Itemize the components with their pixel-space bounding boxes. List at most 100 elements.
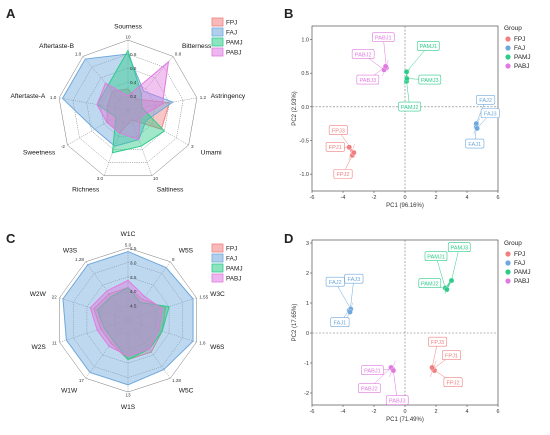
radar-spoke	[59, 97, 129, 111]
point-label: FAJ3	[484, 112, 497, 118]
y-tick-label: 2	[306, 271, 309, 277]
x-tick-label: 0	[403, 195, 406, 201]
x-tick-label: -2	[372, 409, 377, 415]
x-tick-label: 2	[434, 409, 437, 415]
legend-label: FPJ	[226, 20, 237, 27]
y-axis-title: PC2 (17.65%)	[292, 304, 298, 342]
legend-label: FPJ	[514, 251, 525, 258]
x-axis-title: PC1 (71.49%)	[386, 417, 424, 423]
radar-spoke	[85, 319, 129, 379]
x-tick-label: 6	[496, 195, 499, 201]
point-label: PAMJ2	[421, 282, 439, 288]
label-box	[356, 74, 380, 85]
radar-ring-tick: 4.5	[130, 304, 137, 309]
y-tick-label: 0.5	[301, 71, 309, 77]
y-tick-label: 3	[306, 241, 309, 247]
x-tick-label: -2	[372, 195, 377, 201]
radar-grid-ring	[114, 95, 142, 124]
radar-axis-max-label: 1.55	[199, 294, 208, 299]
legend-label: PABJ	[226, 50, 242, 57]
point-label: PAMJ1	[427, 255, 445, 261]
point-label: PABJ1	[364, 369, 381, 375]
point-pamj3	[404, 75, 410, 82]
pca-scatter-aroma: -6 -4 -2 0 2 4 6 -2 -1 0 1 2 3 PC1 (71.49%) PC2 (17.65…	[292, 239, 531, 423]
y-tick-label: -0.5	[300, 138, 309, 144]
radar-axis-label: W3C	[210, 291, 225, 298]
radar-axis-label: W5S	[179, 248, 194, 255]
legend-title: Group	[504, 240, 522, 247]
radar-axis-max-label: 3	[191, 144, 194, 149]
radar-ring-tick: 0.8	[130, 52, 137, 57]
x-tick-label: -6	[310, 195, 315, 201]
radar-axis-label: W1C	[121, 231, 136, 238]
legend-label: FAJ	[514, 260, 525, 267]
y-tick-label: -1	[304, 361, 309, 367]
point-label: FAJ2	[479, 98, 492, 104]
radar-axis-label: W2S	[32, 344, 47, 351]
radar-spoke	[127, 109, 189, 146]
point-fpj3	[429, 364, 435, 371]
legend-dot-fpj	[505, 36, 511, 42]
radar-axis-max-label: 1.28	[172, 378, 181, 383]
radar-ring-tick: 3.5	[130, 275, 137, 280]
legend-swatch-fpj	[211, 243, 224, 253]
point-label: FAJ3	[347, 277, 360, 283]
point-label: PAMJ2	[401, 105, 419, 111]
radar-axis-max-label: 17	[79, 378, 85, 383]
radar-spoke	[59, 319, 129, 343]
point-label: PABJ2	[355, 52, 372, 58]
label-box	[361, 365, 384, 376]
point-label: FPJ1	[329, 145, 342, 151]
legend-dot-pabj	[505, 63, 511, 69]
point-label: PAMJ3	[450, 246, 468, 252]
legend-swatch-fpj	[211, 17, 224, 27]
legend-dot-faj	[505, 45, 511, 51]
label-box	[476, 94, 496, 105]
radar-axis-label: Sweetness	[23, 150, 56, 157]
x-tick-label: 2	[434, 195, 437, 201]
radar-axis-max-label: 1.0	[50, 95, 57, 100]
legend-dot-faj	[505, 260, 511, 266]
radar-axis-max-label: -2	[61, 144, 66, 149]
radar-axis-max-label: 8	[172, 257, 175, 262]
radar-axis-label: Aftertaste-A	[10, 93, 45, 100]
radar-series-pamj	[96, 49, 166, 154]
label-box	[385, 395, 409, 406]
legend-label: PABJ	[514, 278, 530, 285]
legend-dot-pamj	[505, 269, 511, 275]
label-box	[333, 169, 353, 179]
radar-axis-max-label: 22	[52, 294, 58, 299]
x-tick-label: -6	[310, 409, 315, 415]
point-label: FPJ1	[445, 354, 458, 360]
radar-axis-max-label: 5.0	[125, 243, 132, 248]
radar-spoke	[103, 109, 129, 176]
radar-axis-label: Umami	[201, 150, 222, 157]
legend-dot-pabj	[505, 278, 511, 284]
legend-swatch-pabj	[211, 47, 224, 57]
radar-axis-label: Richness	[72, 186, 100, 193]
point-label: FPJ2	[447, 381, 460, 387]
label-box	[441, 350, 461, 361]
y-tick-label: 1.0	[301, 37, 309, 43]
radar-grid-ring	[59, 247, 197, 393]
point-label: PAMJ3	[421, 78, 439, 84]
point-pamj3	[448, 277, 455, 284]
point-faj3	[474, 125, 480, 132]
y-tick-label: -2	[304, 391, 309, 397]
legend-dot-fpj	[505, 251, 511, 257]
panel-letter-d: D	[284, 231, 293, 246]
legend-label: PAMJ	[514, 54, 531, 61]
x-tick-label: -4	[341, 195, 346, 201]
legend-title: Group	[504, 25, 522, 32]
point-label: FPJ3	[332, 128, 345, 134]
radar-axis-label: W2W	[30, 291, 47, 298]
legend-label: PABJ	[514, 63, 530, 70]
legend-label: PAMJ	[514, 269, 531, 276]
radar-spoke	[127, 56, 174, 111]
panel-letter-a: A	[6, 6, 16, 21]
point-label: PABJ3	[359, 78, 376, 84]
radar-axis-max-label: 1.6	[199, 341, 206, 346]
label-leader	[451, 247, 460, 281]
